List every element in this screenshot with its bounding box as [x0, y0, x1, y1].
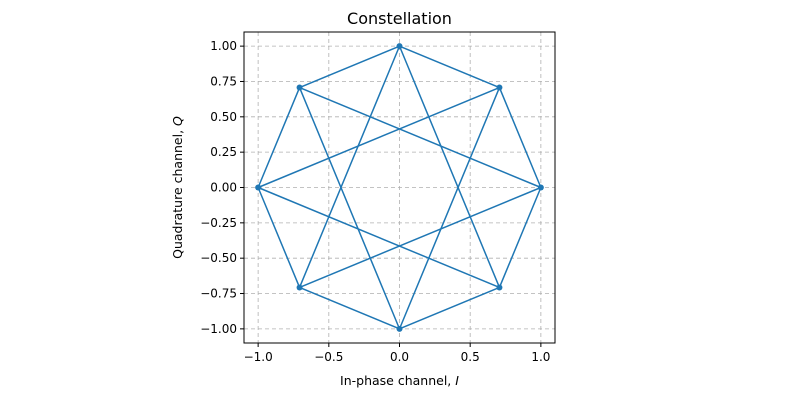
- series-line-segment: [257, 186, 501, 289]
- series-line-segment: [398, 86, 501, 330]
- y-tick-label: 0.50: [210, 110, 237, 124]
- data-point: [537, 184, 544, 191]
- series-line-segment: [398, 45, 501, 289]
- grid: [244, 32, 555, 343]
- y-tick-label: −0.25: [200, 216, 237, 230]
- series-line-segment: [398, 45, 501, 89]
- series-line-segment: [298, 45, 401, 289]
- series-line-segment: [498, 186, 542, 289]
- y-tick-label: 1.00: [210, 39, 237, 53]
- series-line-segment: [257, 86, 501, 189]
- data-point: [255, 184, 262, 191]
- data-point: [396, 325, 403, 332]
- x-axis-label: In-phase channel, I: [340, 373, 459, 388]
- x-tick-label: −0.5: [314, 350, 343, 364]
- series-line-segment: [298, 45, 401, 89]
- y-axis-label: Quadrature channel, Q: [170, 116, 185, 259]
- x-tick-label: 0.0: [390, 350, 409, 364]
- y-tick-label: −0.75: [200, 287, 237, 301]
- series-line-segment: [498, 86, 542, 189]
- data-point: [396, 43, 403, 50]
- series-line-segment: [298, 186, 542, 289]
- y-tick-label: −0.50: [200, 251, 237, 265]
- y-tick-label: 0.75: [210, 74, 237, 88]
- x-tick-label: 1.0: [531, 350, 550, 364]
- y-axis-ticks: −1.00 −0.75 −0.50 −0.25 0.00 0.25 0.50 0.75 1.00: [200, 39, 244, 336]
- data-point: [496, 84, 503, 91]
- series-line-segment: [257, 86, 301, 189]
- series-line-segment: [298, 286, 401, 330]
- x-tick-label: 0.5: [461, 350, 480, 364]
- chart-title: Constellation: [347, 9, 452, 28]
- series-line-segment: [298, 86, 542, 189]
- series-points: [255, 43, 544, 332]
- y-tick-label: 0.00: [210, 181, 237, 195]
- series-lines: [257, 45, 542, 330]
- x-tick-label: −1.0: [244, 350, 273, 364]
- y-tick-label: 0.25: [210, 145, 237, 159]
- series-line-segment: [257, 186, 301, 289]
- series-line-segment: [298, 86, 401, 330]
- data-point: [496, 284, 503, 291]
- data-point: [296, 84, 303, 91]
- data-point: [296, 284, 303, 291]
- x-axis-ticks: −1.0 −0.5 0.0 0.5 1.0: [244, 343, 550, 364]
- series-line-segment: [398, 286, 501, 330]
- y-tick-label: −1.00: [200, 322, 237, 336]
